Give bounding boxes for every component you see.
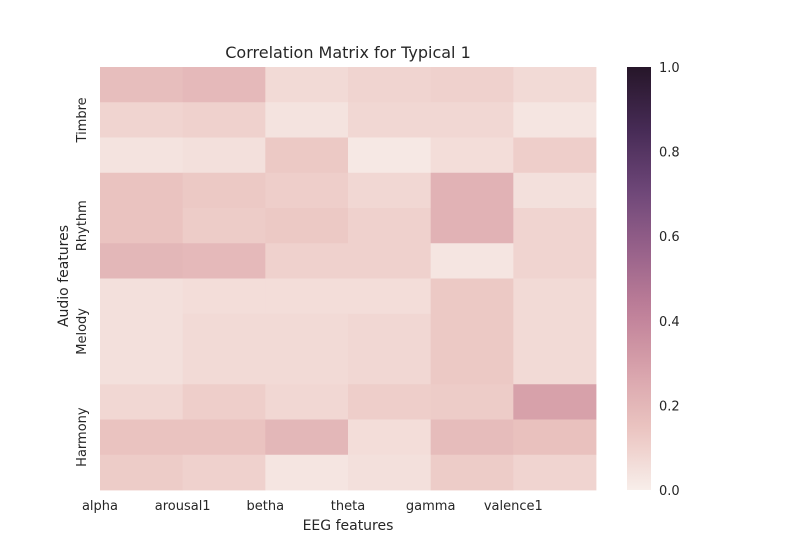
y-axis-label: Audio features [56,225,72,327]
heatmap-cell-r11-c3 [348,454,432,491]
x-tick-label: arousal1 [155,499,211,514]
heatmap-cell-r10-c2 [265,419,349,456]
heatmap-cell-r7-c3 [348,313,432,350]
colorbar-tick-label: 0.4 [659,315,680,330]
heatmap-cell-r8-c2 [265,349,349,385]
heatmap-cell-r0-c0 [100,67,184,103]
heatmap-cell-r9-c1 [182,384,266,420]
heatmap-cell-r0-c5 [513,67,597,103]
heatmap-cell-r2-c2 [265,137,349,174]
heatmap-cell-r9-c3 [348,384,432,420]
heatmap-cell-r3-c4 [430,172,514,209]
heatmap-cell-r0-c3 [348,67,432,103]
colorbar-tick-label: 0.0 [659,484,680,499]
heatmap-cell-r3-c2 [265,172,349,209]
heatmap-cell-r8-c1 [182,349,266,385]
heatmap-cell-r10-c5 [513,419,597,456]
x-tick-label: theta [331,499,365,514]
heatmap-cell-r2-c5 [513,137,597,174]
heatmap-cell-r9-c5 [513,384,597,420]
heatmap-cell-r7-c4 [430,313,514,350]
heatmap-cell-r10-c1 [182,419,266,456]
heatmap-cell-r5-c4 [430,243,514,279]
y-group-label: Melody [75,308,90,355]
y-group-label: Harmony [75,407,90,467]
heatmap-cell-r7-c1 [182,313,266,350]
heatmap-cell-r10-c4 [430,419,514,456]
heatmap-cell-r11-c0 [100,454,184,491]
heatmap-cell-r3-c3 [348,172,432,209]
heatmap-cell-r6-c3 [348,278,432,315]
heatmap-cell-r3-c5 [513,172,597,209]
heatmap-cell-r11-c4 [430,454,514,491]
colorbar [627,67,651,490]
x-tick-label: betha [247,499,285,514]
heatmap-cell-r4-c5 [513,208,597,244]
colorbar-tick-label: 1.0 [659,61,680,76]
heatmap-cell-r4-c1 [182,208,266,244]
heatmap-cell-r2-c1 [182,137,266,174]
heatmap-cell-r4-c2 [265,208,349,244]
colorbar-tick-label: 0.6 [659,230,680,245]
heatmap-cell-r11-c5 [513,454,597,491]
heatmap-cell-r1-c5 [513,102,597,138]
heatmap-cell-r8-c3 [348,349,432,385]
y-group-labels: Timbre Rhythm Melody Harmony [75,97,90,467]
heatmap-cell-r6-c5 [513,278,597,315]
heatmap-cell-r4-c0 [100,208,184,244]
heatmap-cell-r4-c3 [348,208,432,244]
colorbar-tick-labels: 0.0 0.2 0.4 0.6 0.8 1.0 [659,61,680,499]
heatmap-cell-r9-c4 [430,384,514,420]
chart-title: Correlation Matrix for Typical 1 [225,43,471,62]
y-group-label: Timbre [75,97,90,143]
colorbar-tick-label: 0.2 [659,399,680,414]
heatmap-cell-r3-c0 [100,172,184,209]
heatmap-cell-r5-c0 [100,243,184,279]
x-tick-label: alpha [82,499,118,514]
heatmap-cell-r1-c0 [100,102,184,138]
heatmap-cell-r1-c4 [430,102,514,138]
heatmap-cell-r11-c1 [182,454,266,491]
x-tick-label: gamma [406,499,456,514]
heatmap-cell-r6-c1 [182,278,266,315]
x-tick-label: valence1 [484,499,543,514]
heatmap-cell-r6-c2 [265,278,349,315]
heatmap-cell-r0-c2 [265,67,349,103]
heatmap-cell-r2-c4 [430,137,514,174]
x-axis-label: EEG features [303,518,394,534]
heatmap-cell-r10-c3 [348,419,432,456]
heatmap-cell-r7-c2 [265,313,349,350]
heatmap-cell-r9-c2 [265,384,349,420]
heatmap-cell-r8-c5 [513,349,597,385]
heatmap-cell-r1-c1 [182,102,266,138]
heatmap-cells [100,67,597,491]
heatmap-cell-r0-c1 [182,67,266,103]
colorbar-tick-label: 0.8 [659,146,680,161]
heatmap-cell-r4-c4 [430,208,514,244]
heatmap-cell-r7-c0 [100,313,184,350]
heatmap-cell-r0-c4 [430,67,514,103]
heatmap-cell-r3-c1 [182,172,266,209]
heatmap-cell-r1-c3 [348,102,432,138]
heatmap-cell-r7-c5 [513,313,597,350]
heatmap-cell-r11-c2 [265,454,349,491]
heatmap-cell-r10-c0 [100,419,184,456]
heatmap-cell-r5-c5 [513,243,597,279]
heatmap-cell-r2-c0 [100,137,184,174]
heatmap-cell-r2-c3 [348,137,432,174]
x-tick-labels: alpha arousal1 betha theta gamma valence1 [82,499,543,514]
heatmap-cell-r5-c2 [265,243,349,279]
heatmap-cell-r6-c0 [100,278,184,315]
heatmap-cell-r8-c0 [100,349,184,385]
heatmap-cell-r5-c1 [182,243,266,279]
heatmap-cell-r9-c0 [100,384,184,420]
heatmap-cell-r1-c2 [265,102,349,138]
heatmap-cell-r8-c4 [430,349,514,385]
heatmap-cell-r6-c4 [430,278,514,315]
y-group-label: Rhythm [75,200,90,251]
heatmap-cell-r5-c3 [348,243,432,279]
